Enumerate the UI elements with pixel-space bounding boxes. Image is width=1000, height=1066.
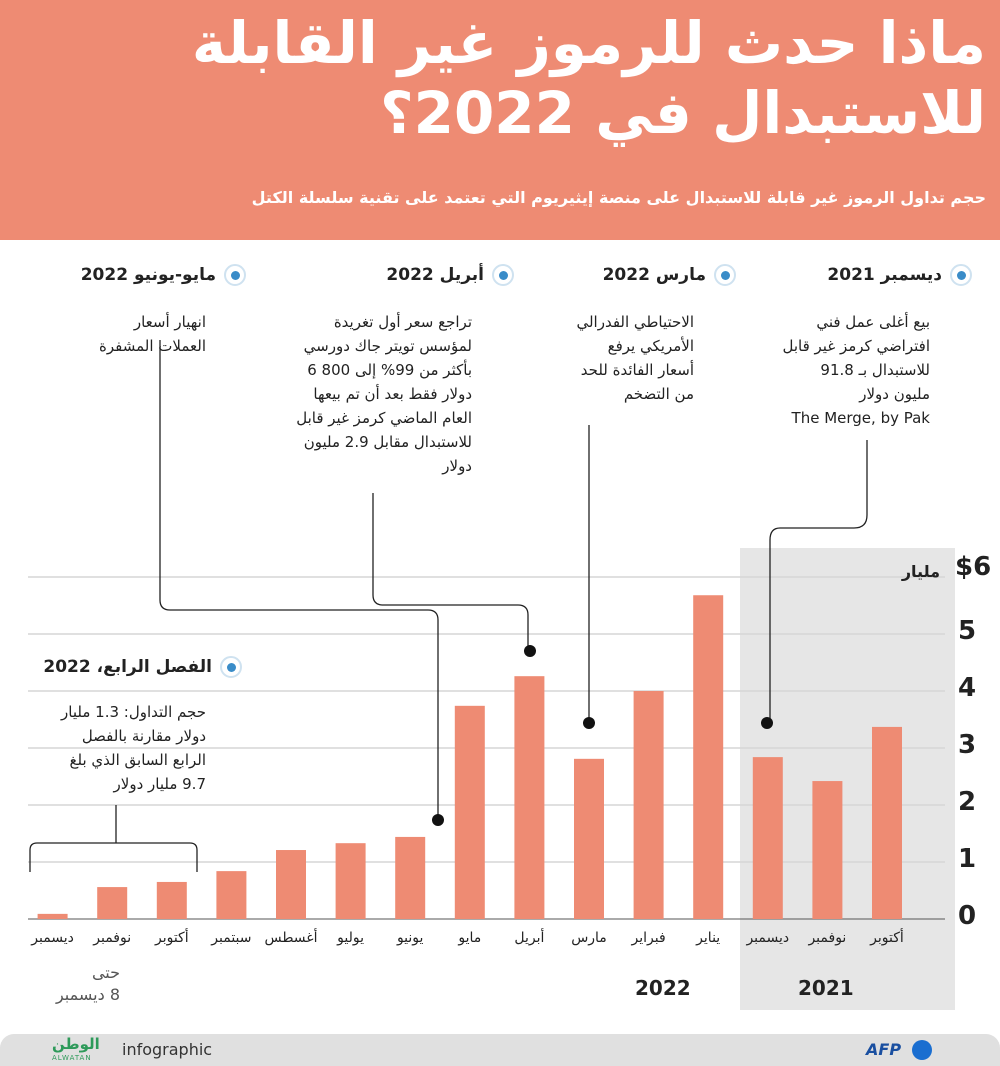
x-tick-label: ديسمبر: [31, 930, 74, 946]
annotation-body: انهيار أسعار العملات المشفرة: [99, 313, 206, 355]
footer: الوطن ALWATAN infographic AFP: [0, 1034, 1000, 1066]
leader-apr-2022: [372, 493, 529, 651]
y-tick-label: 5: [958, 616, 977, 646]
bullet-icon: [714, 264, 736, 286]
infographic-label: infographic: [122, 1040, 213, 1059]
brand-logo-subtitle: ALWATAN: [52, 1054, 92, 1062]
leader-lines: [29, 340, 868, 872]
y-tick-label: 4: [958, 673, 977, 703]
bar: [335, 843, 366, 919]
annotation-title: أبريل 2022: [386, 264, 514, 286]
bar: [693, 595, 724, 919]
x-tick-label: مايو: [458, 930, 482, 946]
x-tick-label: مارس: [571, 930, 607, 946]
x-tick-label: يناير: [696, 930, 721, 946]
agency-logo-circle-icon: [912, 1040, 932, 1060]
annotation-title: مارس 2022: [603, 264, 736, 286]
bar: [752, 757, 783, 919]
bar: [514, 676, 545, 919]
x-tick-label: أكتوبر: [154, 930, 189, 946]
year-label-2022: 2022: [635, 976, 691, 1000]
y-unit-word: مليار: [901, 562, 940, 581]
x-tick-label: يوليو: [337, 930, 365, 946]
y-tick-label: 2: [958, 787, 977, 817]
y-tick-label: 1: [958, 844, 977, 874]
brand-logo: الوطن: [52, 1035, 100, 1053]
leader-dec-2021: [769, 440, 868, 723]
y-tick-label: 0: [958, 901, 977, 931]
bar: [454, 705, 485, 919]
bullet-icon: [220, 656, 242, 678]
x-tick-label: نوفمبر: [93, 930, 132, 946]
bullet-icon: [492, 264, 514, 286]
annotation-body: تراجع سعر أول تغريدة لمؤسس تويتر جاك دور…: [296, 313, 472, 475]
y-tick-label: 3: [958, 730, 977, 760]
marker-dot: [432, 814, 444, 826]
bar: [276, 850, 306, 919]
q4-bracket: [29, 805, 198, 872]
title-line-1: ماذا حدث للرموز غير القابلة: [191, 9, 986, 77]
bar: [97, 887, 128, 919]
header: ماذا حدث للرموز غير القابلة للاستبدال في…: [0, 0, 1000, 240]
x-tick-label: أكتوبر: [870, 930, 904, 946]
annotation-title: ديسمبر 2021: [827, 264, 972, 286]
bar: [872, 726, 902, 919]
bar: [216, 871, 247, 919]
agency-logo: AFP: [866, 1040, 902, 1059]
annotation-title: مايو-يونيو 2022: [81, 264, 246, 286]
title-line-2: للاستبدال في 2022؟: [379, 79, 986, 147]
annotation-title: الفصل الرابع، 2022: [43, 656, 242, 678]
annotation-body: الاحتياطي الفدرالي الأمريكي يرفع أسعار ا…: [576, 313, 694, 403]
bar: [812, 781, 843, 919]
year-label-2021: 2021: [798, 976, 854, 1000]
x-tick-label: نوفمبر: [808, 930, 847, 946]
bar: [574, 758, 604, 919]
marker-dot: [524, 645, 536, 657]
annotation-body: حجم التداول: 1.3 مليار دولار مقارنة بالف…: [61, 703, 206, 793]
x-tick-label: أبريل: [514, 930, 545, 946]
leader-may-jun-2022: [159, 340, 439, 820]
bar: [395, 836, 426, 919]
subtitle: حجم تداول الرموز غير قابلة للاستبدال على…: [251, 188, 986, 207]
marker-dot: [583, 717, 595, 729]
y-unit-label: $6: [955, 552, 992, 582]
x-tick-label: سبتمبر: [211, 930, 252, 946]
bullet-icon: [224, 264, 246, 286]
bullet-icon: [950, 264, 972, 286]
x-tick-label: أغسطس: [264, 930, 318, 946]
until-note: حتى 8 ديسمبر: [55, 963, 120, 1004]
annotation-body: بيع أغلى عمل فني افتراضي كرمز غير قابل ل…: [782, 313, 930, 427]
bar: [156, 881, 187, 919]
bar: [633, 691, 664, 919]
bar: [37, 913, 68, 919]
x-tick-label: فبراير: [631, 930, 666, 946]
title: ماذا حدث للرموز غير القابلة للاستبدال في…: [192, 8, 986, 148]
x-tick-label: يونيو: [396, 930, 424, 946]
x-tick-label: ديسمبر: [746, 930, 790, 946]
marker-dot: [761, 717, 773, 729]
